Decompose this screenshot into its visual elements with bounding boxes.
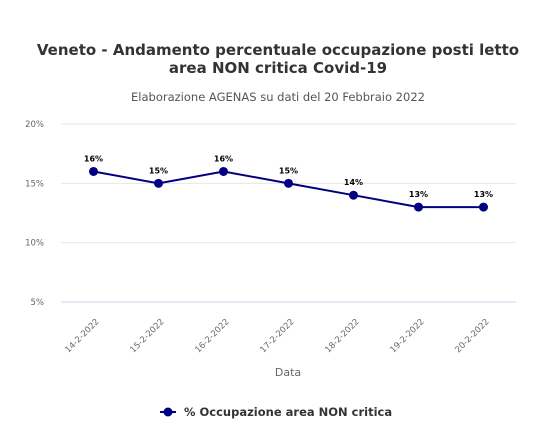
- x-tick-label: 20-2-2022: [453, 317, 491, 355]
- x-tick-label: 17-2-2022: [258, 317, 296, 355]
- x-tick-label: 15-2-2022: [128, 317, 166, 355]
- chart-title-line1: Veneto - Andamento percentuale occupazio…: [37, 41, 519, 59]
- y-axis-ticks: 5% 10% 15% 20%: [25, 120, 44, 308]
- data-label: 13%: [474, 190, 493, 199]
- data-point[interactable]: [349, 190, 358, 200]
- data-point[interactable]: [219, 166, 228, 176]
- legend[interactable]: % Occupazione area NON critica: [160, 405, 392, 419]
- x-axis-title: Data: [275, 366, 301, 379]
- y-tick-label: 15%: [25, 179, 44, 189]
- data-point[interactable]: [414, 202, 423, 212]
- x-tick-label: 16-2-2022: [193, 317, 231, 355]
- data-point[interactable]: [479, 202, 488, 212]
- y-tick-label: 5%: [31, 298, 45, 308]
- grid: [61, 123, 516, 303]
- data-label: 13%: [409, 190, 428, 199]
- data-label: 14%: [344, 178, 363, 187]
- y-tick-label: 20%: [25, 120, 44, 130]
- legend-label: % Occupazione area NON critica: [184, 405, 392, 419]
- chart-title-line2: area NON critica Covid-19: [169, 59, 387, 77]
- x-tick-label: 14-2-2022: [63, 317, 101, 355]
- x-tick-label: 19-2-2022: [388, 317, 426, 355]
- x-tick-label: 18-2-2022: [323, 317, 361, 355]
- chart-subtitle: Elaborazione AGENAS su dati del 20 Febbr…: [131, 90, 425, 104]
- data-label: 16%: [214, 154, 233, 163]
- data-label: 15%: [279, 166, 298, 175]
- data-label: 16%: [84, 154, 103, 163]
- data-point[interactable]: [284, 178, 293, 188]
- data-point[interactable]: [154, 178, 163, 188]
- x-axis-ticks: 14-2-2022 15-2-2022 16-2-2022 17-2-2022 18-2…: [63, 317, 491, 355]
- series: 16% 15% 16% 15% 14% 13% 13%: [84, 154, 493, 212]
- data-point[interactable]: [89, 166, 98, 176]
- data-label: 15%: [149, 166, 168, 175]
- legend-marker-icon: [163, 407, 173, 417]
- y-tick-label: 10%: [25, 239, 44, 249]
